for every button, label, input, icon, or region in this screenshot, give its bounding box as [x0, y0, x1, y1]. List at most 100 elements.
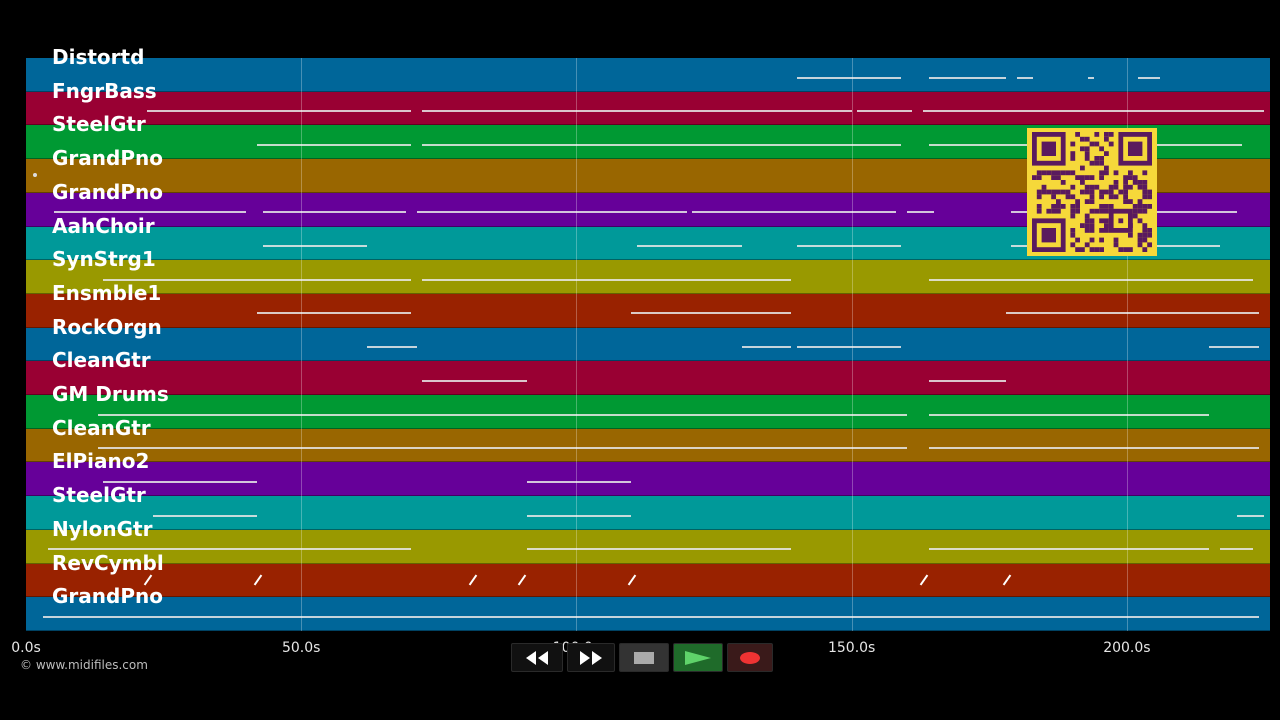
- track-lane: [26, 529, 1270, 564]
- track-label: Ensmble1: [52, 280, 162, 305]
- qr-code: [1027, 128, 1157, 256]
- cymbal-hit: [628, 574, 637, 586]
- note-segment: [262, 245, 368, 248]
- track-lane: [26, 395, 1270, 429]
- time-gridline: [576, 58, 578, 631]
- cymbal-hit: [1002, 574, 1012, 586]
- track-lane: [26, 293, 1270, 328]
- tick-label: 0.0s: [11, 640, 41, 656]
- track-lane: [26, 58, 1270, 92]
- track-label: GM Drums: [52, 382, 169, 407]
- record-button[interactable]: [727, 643, 773, 672]
- track-lane: [26, 327, 1270, 362]
- track-lane: [26, 563, 1270, 598]
- note-segment: [1137, 76, 1160, 79]
- note-segment: [928, 447, 1259, 450]
- note-segment: [796, 245, 902, 248]
- track-lane: [26, 361, 1270, 396]
- copyright-text: © www.midifiles.com: [20, 658, 148, 672]
- track-lane: [26, 496, 1270, 530]
- cymbal-hit: [919, 574, 929, 586]
- note-segment: [923, 110, 1265, 113]
- qr-code-pattern: [1032, 132, 1152, 252]
- track-label: ElPiano2: [52, 449, 150, 474]
- cymbal-hit: [253, 574, 263, 586]
- rewind-icon: [526, 650, 548, 665]
- track-label: SteelGtr: [52, 483, 146, 508]
- note-segment: [53, 211, 247, 214]
- note-segment: [42, 615, 1259, 618]
- track-lane: [26, 462, 1270, 497]
- note-segment: [257, 312, 412, 315]
- track-label: GrandPno: [52, 584, 163, 609]
- note-segment: [928, 278, 1254, 281]
- note-segment: [1071, 143, 1243, 146]
- note-segment: [631, 312, 792, 315]
- note-segment: [857, 110, 913, 113]
- play-icon: [685, 650, 711, 665]
- note-segment: [257, 143, 412, 146]
- note-segment: [526, 514, 632, 517]
- track-lane: [26, 597, 1270, 631]
- note-segment: [796, 76, 902, 79]
- note-segment: [422, 143, 902, 146]
- note-segment: [97, 447, 907, 450]
- track-label: SynStrg1: [52, 247, 156, 272]
- note-segment: [741, 346, 792, 349]
- note-segment: [636, 245, 742, 248]
- note-segment: [928, 413, 1210, 416]
- note-segment: [692, 211, 896, 214]
- note-segment: [48, 548, 412, 551]
- track-label: Distortd: [52, 45, 145, 69]
- track-label: SteelGtr: [52, 112, 146, 137]
- track-lane: [26, 260, 1270, 294]
- track-label: RockOrgn: [52, 314, 162, 339]
- note-segment: [526, 548, 792, 551]
- note-segment: [1005, 312, 1259, 315]
- fast-forward-icon: [580, 650, 602, 665]
- note-segment: [928, 76, 1006, 79]
- track-label: GrandPno: [52, 146, 163, 171]
- note-segment: [262, 211, 406, 214]
- transport-controls: [511, 643, 773, 672]
- note-segment: [103, 481, 258, 483]
- playhead-dot: [33, 173, 37, 177]
- track-label: GrandPno: [52, 179, 163, 204]
- note-segment: [367, 346, 417, 349]
- tick-label: 150.0s: [827, 640, 876, 656]
- rewind-button[interactable]: [511, 643, 563, 672]
- note-segment: [422, 278, 792, 281]
- track-label: AahChoir: [52, 213, 155, 238]
- note-segment: [147, 110, 412, 113]
- note-segment: [1088, 76, 1094, 79]
- record-icon: [740, 651, 760, 664]
- note-segment: [422, 379, 527, 382]
- stop-button[interactable]: [619, 643, 669, 672]
- note-segment: [1209, 346, 1259, 349]
- track-lane: [26, 428, 1270, 463]
- cymbal-hit: [468, 574, 478, 586]
- note-segment: [152, 514, 258, 517]
- note-segment: [416, 211, 687, 214]
- note-segment: [1220, 548, 1254, 551]
- time-gridline: [1126, 58, 1128, 631]
- note-segment: [928, 548, 1210, 551]
- note-segment: [1236, 514, 1265, 517]
- note-segment: [422, 110, 852, 113]
- track-lane: [26, 91, 1270, 126]
- play-button[interactable]: [673, 643, 723, 672]
- stop-icon: [634, 651, 654, 664]
- time-gridline: [301, 58, 303, 631]
- fast-forward-button[interactable]: [567, 643, 615, 672]
- tick-label: 200.0s: [1103, 640, 1151, 656]
- time-gridline: [851, 58, 853, 631]
- tick-label: 50.0s: [281, 640, 321, 656]
- track-label: NylonGtr: [52, 516, 153, 541]
- track-label: CleanGtr: [52, 415, 151, 440]
- note-segment: [1016, 76, 1034, 79]
- track-label: CleanGtr: [52, 348, 151, 373]
- note-segment: [526, 481, 632, 483]
- note-segment: [103, 278, 412, 281]
- note-segment: [906, 211, 935, 214]
- cymbal-hit: [518, 574, 527, 586]
